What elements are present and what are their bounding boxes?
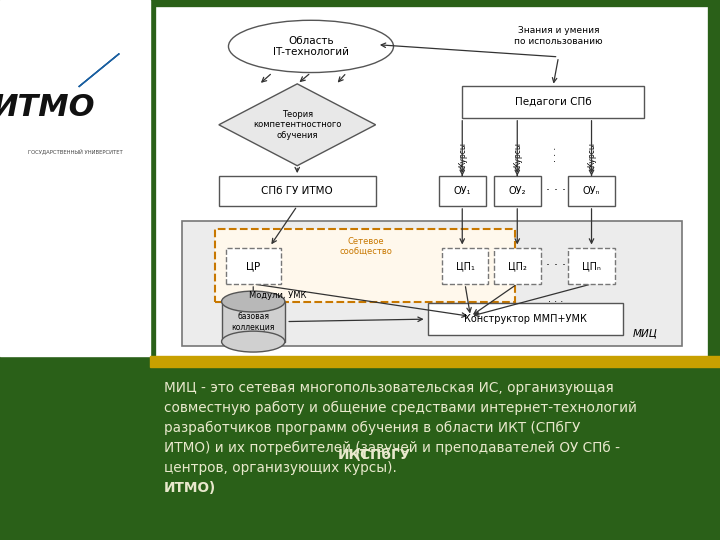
Text: ОУₙ: ОУₙ [582,186,600,196]
Text: Сетевое
сообщество: Сетевое сообщество [340,237,392,256]
Text: Курсы: Курсы [513,142,522,167]
Text: ОУ₁: ОУ₁ [454,186,471,196]
Bar [219,176,376,206]
Text: ЦР: ЦР [246,261,261,271]
Bar [441,247,488,284]
Text: ИТМО): ИТМО) [164,481,216,495]
Text: · · ·: · · · [546,259,566,272]
Text: Модули, УМК: Модули, УМК [249,291,307,300]
Text: МИЦ - это сетевая многопользовательская ИС, организующая
совместную работу и общ: МИЦ - это сетевая многопользовательская … [164,381,637,475]
Text: Знания и умения
по использованию: Знания и умения по использованию [514,26,603,46]
Ellipse shape [222,291,285,312]
Text: базовая
коллекция: базовая коллекция [232,312,275,331]
Bar [568,176,615,206]
Text: Область
IT-технологий: Область IT-технологий [273,36,349,57]
Polygon shape [219,84,376,166]
Text: ОУ₂: ОУ₂ [508,186,526,196]
Text: · · ·: · · · [551,147,561,162]
Bar [222,301,285,342]
Bar [494,176,541,206]
Text: МИЦ: МИЦ [633,329,657,339]
Text: ГОСУДАРСТВЕННЫЙ УНИВЕРСИТЕТ: ГОСУДАРСТВЕННЫЙ УНИВЕРСИТЕТ [28,148,123,154]
Bar [0,0,150,356]
Text: ЦПₙ: ЦПₙ [582,261,601,271]
Text: ЦП₂: ЦП₂ [508,261,527,271]
Ellipse shape [222,331,285,352]
Bar [157,8,707,356]
Text: ЦП₁: ЦП₁ [456,261,474,271]
Text: Теория
компетентностного
обучения: Теория компетентностного обучения [253,110,341,140]
Text: (СПбГУ: (СПбГУ [355,448,410,462]
Bar [439,176,485,206]
Bar [462,86,644,118]
Text: Курсы: Курсы [458,142,467,167]
Text: Курсы: Курсы [587,142,596,167]
Bar [568,247,615,284]
Bar [428,303,623,335]
Text: · · ·: · · · [546,185,566,198]
Text: Педагоги СПб: Педагоги СПб [515,97,591,107]
Text: ИКТ: ИКТ [338,448,370,462]
Text: СПб ГУ ИТМО: СПб ГУ ИТМО [261,186,333,196]
Text: ИТМО: ИТМО [0,93,94,123]
Bar [494,247,541,284]
Bar [215,230,515,302]
Text: Конструктор ММП+УМК: Конструктор ММП+УМК [464,314,587,324]
Bar [181,220,683,346]
Ellipse shape [228,21,394,72]
Text: · · ·: · · · [548,298,563,307]
Bar [150,356,720,367]
Bar [226,247,281,284]
